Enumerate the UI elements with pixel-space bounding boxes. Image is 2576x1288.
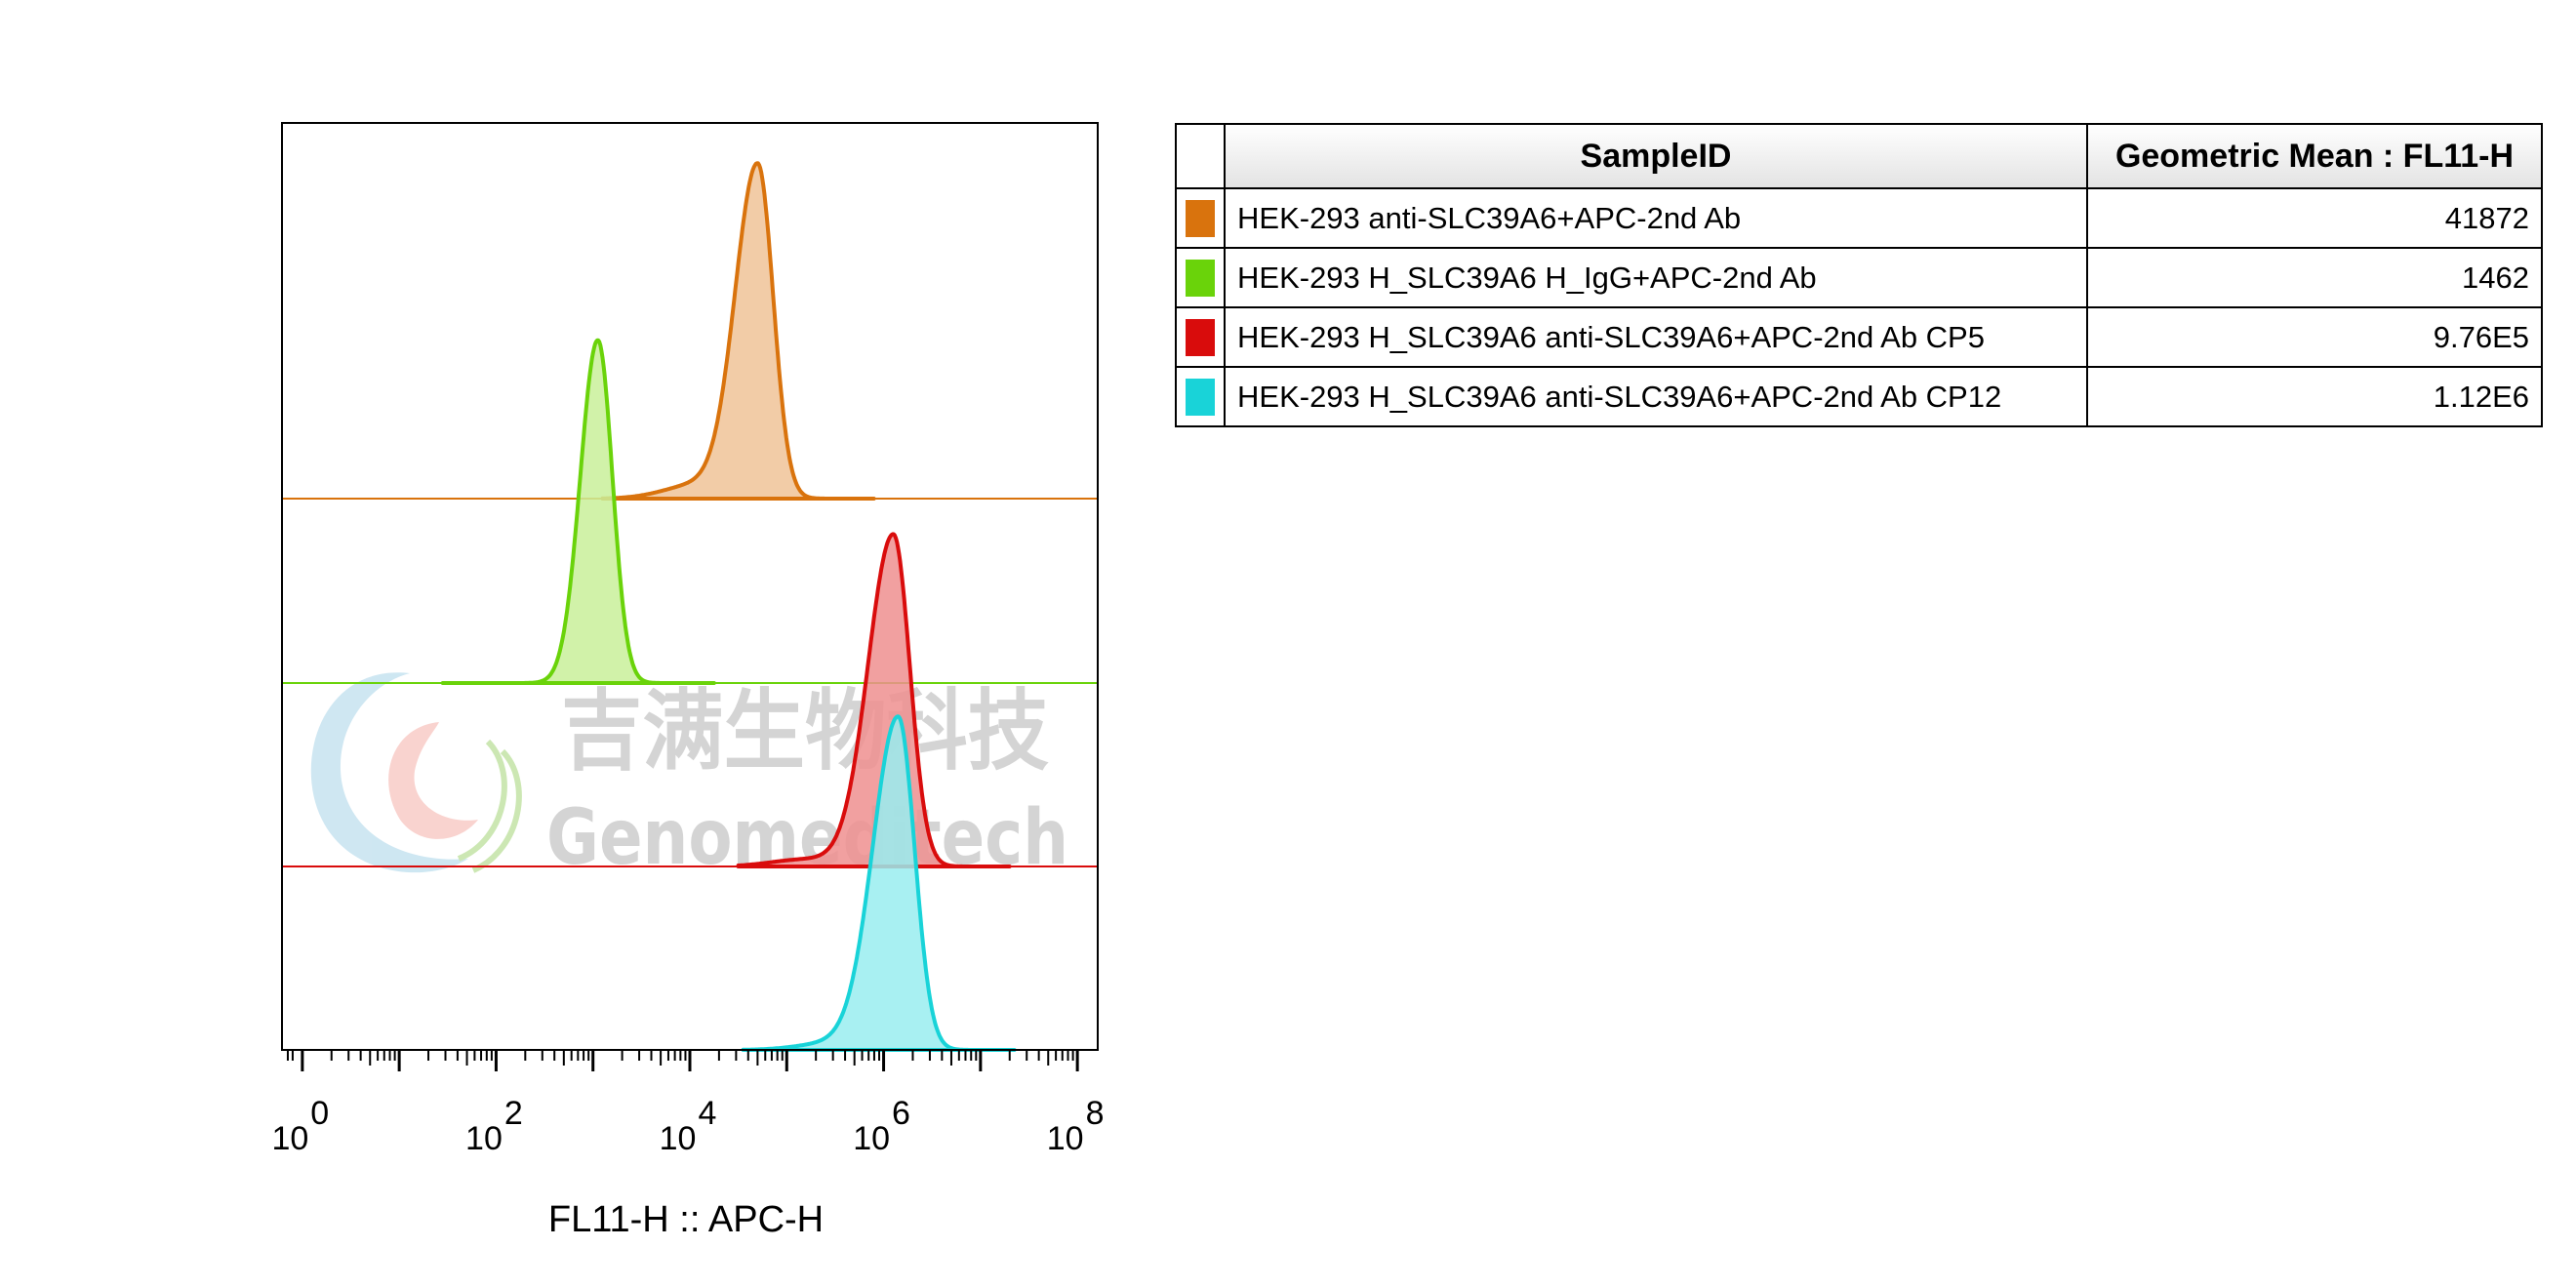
series-1 <box>283 532 1097 868</box>
legend-geometric-mean: 1462 <box>2086 247 2543 308</box>
legend-swatch <box>1186 199 1215 237</box>
series-layer <box>283 161 1097 1052</box>
legend-sample-name: HEK-293 anti-SLC39A6+APC-2nd Ab <box>1224 187 2088 249</box>
legend-geometric-mean: 9.76E5 <box>2086 306 2543 368</box>
x-axis-label: FL11-H :: APC-H <box>548 1199 824 1240</box>
legend-swatch <box>1186 318 1215 356</box>
x-tick-label: 100 <box>271 1095 329 1157</box>
series-histogram <box>600 161 876 501</box>
watermark-logo-icon <box>310 672 522 873</box>
legend-header-swatch <box>1175 123 1226 189</box>
plot-frame <box>281 122 1099 1051</box>
legend-row: HEK-293 H_SLC39A6 anti-SLC39A6+APC-2nd A… <box>1175 306 2543 368</box>
watermark-cn-text: 吉满生物科技 <box>561 680 1049 783</box>
watermark-en-text: Genomeditech <box>546 794 1068 882</box>
legend-table: SampleID Geometric Mean : FL11-H HEK-293… <box>1175 123 2543 427</box>
legend-header-sample: SampleID <box>1224 123 2088 189</box>
legend-sample-name: HEK-293 H_SLC39A6 H_IgG+APC-2nd Ab <box>1224 247 2088 308</box>
legend-row: HEK-293 H_SLC39A6 H_IgG+APC-2nd Ab 1462 <box>1175 247 2543 308</box>
legend-row: HEK-293 anti-SLC39A6+APC-2nd Ab 41872 <box>1175 187 2543 249</box>
legend-header-row: SampleID Geometric Mean : FL11-H <box>1175 123 2543 189</box>
legend-swatch <box>1186 378 1215 416</box>
legend-sample-name: HEK-293 H_SLC39A6 anti-SLC39A6+APC-2nd A… <box>1224 366 2088 427</box>
x-tick-label: 108 <box>1047 1095 1105 1157</box>
series-2 <box>283 338 1097 685</box>
legend-swatch <box>1186 259 1215 297</box>
legend-header-mean: Geometric Mean : FL11-H <box>2086 123 2543 189</box>
x-tick-label: 104 <box>660 1095 717 1157</box>
x-tick-label: 102 <box>465 1095 523 1157</box>
x-axis: 100 102 104 106 108 <box>271 1049 1105 1157</box>
series-histogram <box>440 338 716 685</box>
series-histogram <box>736 532 1012 868</box>
x-tick-label: 106 <box>853 1095 910 1157</box>
series-3 <box>283 161 1097 501</box>
legend-sample-name: HEK-293 H_SLC39A6 anti-SLC39A6+APC-2nd A… <box>1224 306 2088 368</box>
watermark: 吉满生物科技 Genomeditech <box>310 672 1068 882</box>
legend-geometric-mean: 41872 <box>2086 187 2543 249</box>
legend-geometric-mean: 1.12E6 <box>2086 366 2543 427</box>
legend-row: HEK-293 H_SLC39A6 anti-SLC39A6+APC-2nd A… <box>1175 366 2543 427</box>
